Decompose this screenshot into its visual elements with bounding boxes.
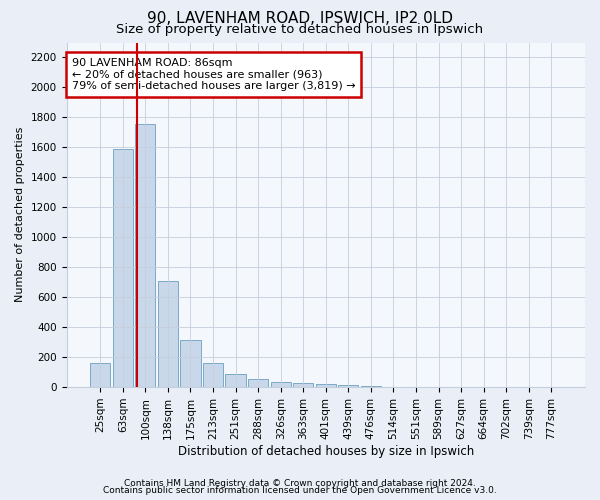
- Bar: [248, 379, 268, 387]
- Bar: [158, 280, 178, 387]
- X-axis label: Distribution of detached houses by size in Ipswich: Distribution of detached houses by size …: [178, 444, 474, 458]
- Y-axis label: Number of detached properties: Number of detached properties: [15, 127, 25, 302]
- Bar: [135, 124, 155, 387]
- Text: Size of property relative to detached houses in Ipswich: Size of property relative to detached ho…: [116, 22, 484, 36]
- Bar: [90, 363, 110, 387]
- Bar: [338, 385, 358, 387]
- Bar: [271, 382, 291, 387]
- Text: Contains public sector information licensed under the Open Government Licence v3: Contains public sector information licen…: [103, 486, 497, 495]
- Bar: [316, 384, 336, 387]
- Bar: [181, 340, 200, 387]
- Bar: [203, 363, 223, 387]
- Text: 90 LAVENHAM ROAD: 86sqm
← 20% of detached houses are smaller (963)
79% of semi-d: 90 LAVENHAM ROAD: 86sqm ← 20% of detache…: [72, 58, 355, 91]
- Bar: [293, 384, 313, 387]
- Bar: [361, 386, 381, 387]
- Text: 90, LAVENHAM ROAD, IPSWICH, IP2 0LD: 90, LAVENHAM ROAD, IPSWICH, IP2 0LD: [147, 11, 453, 26]
- Text: Contains HM Land Registry data © Crown copyright and database right 2024.: Contains HM Land Registry data © Crown c…: [124, 478, 476, 488]
- Bar: [226, 374, 246, 387]
- Bar: [113, 149, 133, 387]
